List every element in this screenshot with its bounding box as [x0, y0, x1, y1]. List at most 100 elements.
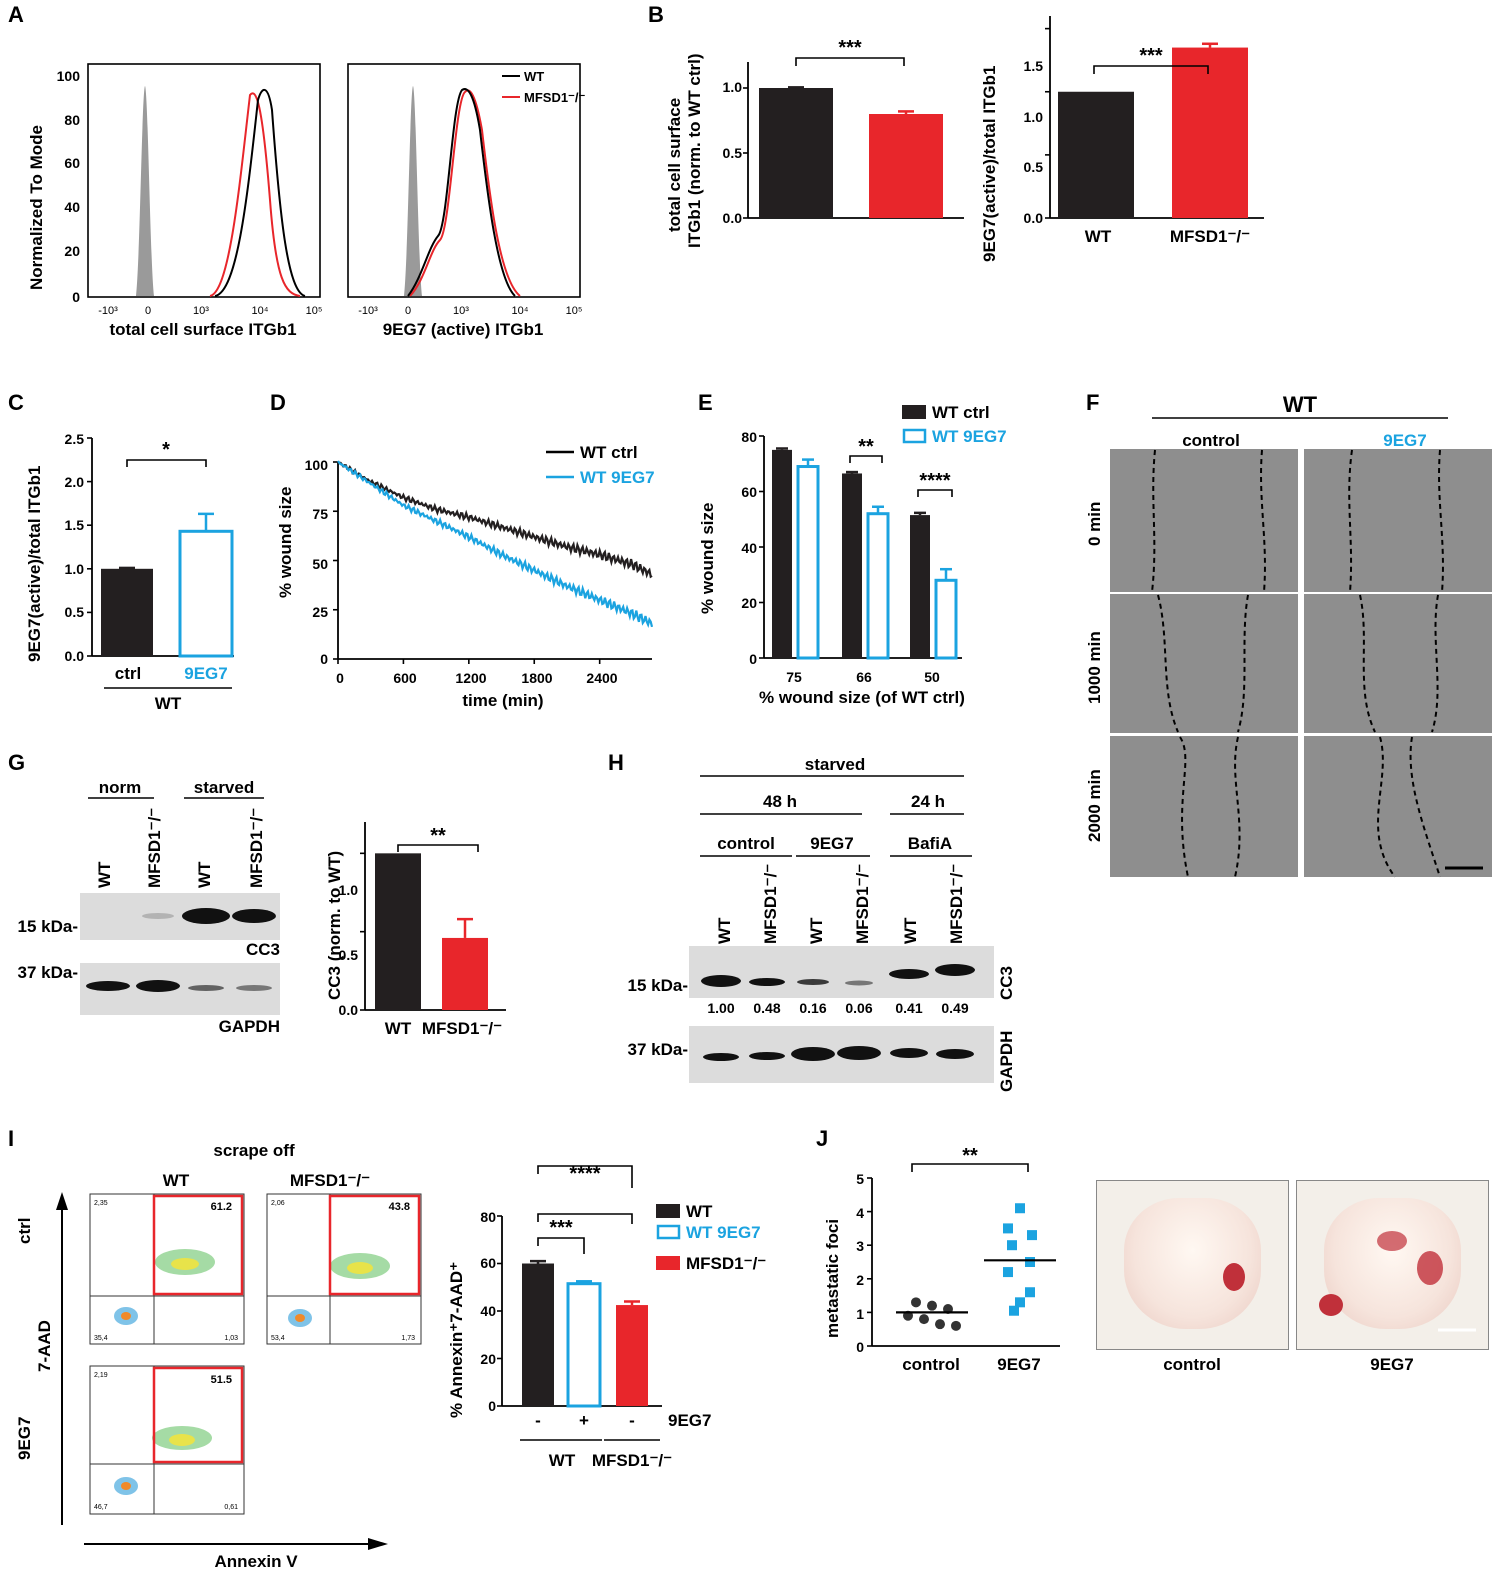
e-bracket-66	[849, 455, 883, 463]
ytick: 2	[856, 1272, 864, 1288]
i-corner: 2,06	[271, 1200, 285, 1207]
chartD-series-9eg7	[337, 460, 654, 629]
g-bar-yticks: 0.0 0.5 1.0	[339, 882, 359, 1018]
panel-label-j: J	[816, 1126, 828, 1151]
i-title: scrape off	[213, 1141, 295, 1160]
h-kda-37: 37 kDa-	[628, 1040, 688, 1059]
e-xticks: 75 66 50	[786, 669, 940, 685]
chartJ-point-control	[935, 1319, 945, 1330]
chartE-bar	[910, 515, 930, 658]
e-ylabel: % wound size	[698, 503, 717, 614]
a-left-yticks: 0 20 40 60 80 100	[57, 68, 81, 305]
i-gate-wt: 61.2	[211, 1201, 232, 1213]
a-right-wt-curve	[407, 88, 516, 297]
j-photo-9eg7: 9EG7	[1370, 1355, 1413, 1374]
h-quant-2: 0.48	[753, 1000, 780, 1016]
i-corner: 2,35	[94, 1200, 108, 1207]
b-left-yticks: 0.0 0.5 1.0	[723, 79, 743, 226]
lung-photo-9eg7	[1296, 1180, 1489, 1350]
chart-c	[87, 437, 234, 658]
e-sig-50: ****	[919, 470, 950, 492]
panel-label-f: F	[1086, 390, 1099, 415]
chart-j	[867, 1177, 1060, 1347]
xtick: 66	[856, 669, 872, 685]
f-row-0: 0 min	[1085, 502, 1104, 546]
c-ylabel: 9EG7(active)/total ITGb1	[25, 466, 44, 663]
xtick: 1200	[455, 670, 486, 686]
j-sig: **	[962, 1145, 978, 1167]
chartB2-bar	[1058, 91, 1134, 218]
chartJ-point-control	[927, 1300, 937, 1311]
h-bands	[701, 964, 975, 1061]
g-bar-ylabel: CC3 (norm. to WT)	[325, 851, 344, 1000]
h-top: starved	[805, 755, 865, 774]
ytick: 1.0	[65, 561, 85, 577]
legend-wt: WT	[524, 69, 544, 84]
i-bar-ylabel: % Annexin⁺7-AAD⁺	[447, 1262, 466, 1418]
ytick: 0.5	[723, 145, 743, 161]
xtick: 0	[405, 305, 411, 317]
i-xaxis-arrowhead	[368, 1538, 388, 1550]
d-xlabel: time (min)	[462, 691, 543, 710]
chartJ-point-control	[919, 1314, 929, 1325]
ytick: 0.0	[1024, 210, 1044, 226]
b-right-xtick-mfsd1: MFSD1⁻/⁻	[1170, 227, 1250, 246]
d-legend-9eg7: WT 9EG7	[580, 468, 655, 487]
ytick: 5	[856, 1171, 864, 1187]
chartJ-point-9eg7	[1025, 1257, 1035, 1267]
f-col-9eg7: 9EG7	[1383, 431, 1426, 450]
g-band-cc3: CC3	[246, 940, 280, 959]
xtick: 75	[786, 669, 802, 685]
chartC-bar	[178, 529, 234, 658]
xtick: 50	[924, 669, 940, 685]
chartJ-point-9eg7	[1027, 1230, 1037, 1241]
i-corner: 46,7	[94, 1504, 108, 1511]
chartJ-point-9eg7	[1025, 1287, 1035, 1298]
chartI-bar	[566, 1282, 602, 1408]
c-sig: *	[162, 439, 170, 461]
chartJ-point-9eg7	[1015, 1203, 1025, 1214]
i-row-9eg7: 9EG7	[15, 1417, 34, 1460]
a-right-isotype	[404, 86, 422, 296]
h-treat-9eg7: 9EG7	[810, 834, 853, 853]
ytick: 0.5	[339, 947, 359, 963]
e-legend-ctrl: WT ctrl	[932, 403, 990, 422]
h-quant-5: 0.41	[895, 1000, 922, 1016]
xtick: -10³	[98, 305, 118, 317]
h-band-cc3: CC3	[997, 966, 1016, 1000]
c-yticks: 0.0 0.5 1.0 1.5 2.0 2.5	[65, 431, 85, 664]
i-bracket-top	[537, 1165, 633, 1188]
legend-mfsd1: MFSD1⁻/⁻	[524, 90, 586, 105]
flow-plot-wt-ctrl	[89, 1193, 245, 1345]
j-photo-control: control	[1163, 1355, 1221, 1374]
panel-label-c: C	[8, 390, 24, 415]
g-group-norm: norm	[99, 778, 142, 797]
micrograph-9eg7-0	[1304, 449, 1492, 592]
lung-photo-control	[1096, 1180, 1289, 1350]
ytick: 40	[64, 199, 80, 215]
e-legend-9eg7: WT 9EG7	[932, 427, 1007, 446]
chart-g	[360, 822, 506, 1011]
b-ylabel-1: total cell surface	[665, 98, 684, 232]
g-band-gapdh: GAPDH	[219, 1017, 280, 1036]
chartI-bar	[522, 1263, 554, 1406]
f-row-1000: 1000 min	[1085, 631, 1104, 704]
g-bar-bracket	[397, 844, 479, 852]
i-corner: 2,19	[94, 1372, 108, 1379]
i-corner: 53,4	[271, 1335, 285, 1342]
a-left-mfsd1-curve	[209, 92, 301, 297]
h-quant: 1.00 0.48 0.16 0.06 0.41 0.49	[707, 1000, 968, 1016]
chart-d	[333, 460, 654, 664]
ytick: 40	[741, 540, 757, 556]
chartE-bar	[772, 449, 792, 658]
j-yticks: 0 1 2 3 4 5	[856, 1171, 864, 1355]
chart-i	[497, 1215, 662, 1408]
i-legend-swatch-wt	[656, 1204, 680, 1218]
chartE-bar	[866, 512, 890, 660]
ytick: 0	[320, 651, 328, 667]
a-left-xlabel: total cell surface ITGb1	[109, 320, 296, 339]
ytick: 50	[312, 556, 328, 572]
h-quant-6: 0.49	[941, 1000, 968, 1016]
j-ylabel: metastatic foci	[823, 1219, 842, 1338]
